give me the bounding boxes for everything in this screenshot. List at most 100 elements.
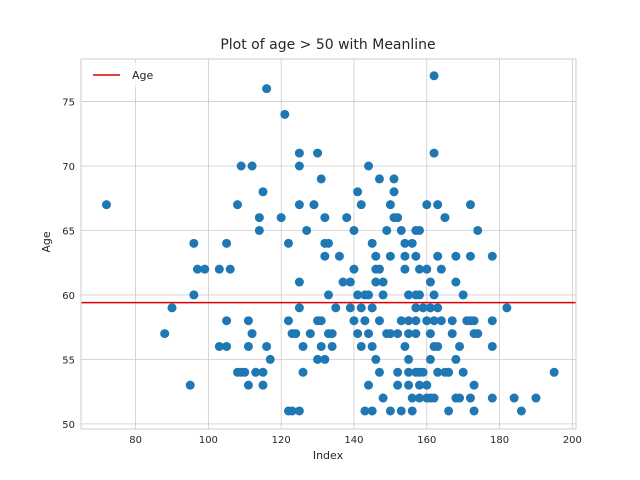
data-point [425, 277, 435, 287]
data-point [469, 316, 479, 326]
data-point [367, 406, 377, 416]
plot-frame [80, 58, 577, 430]
data-point [374, 174, 384, 184]
data-point [367, 303, 377, 313]
data-point [338, 277, 348, 287]
data-points [101, 71, 559, 416]
data-point [374, 367, 384, 377]
y-axis-title: Age [40, 231, 53, 253]
data-point [433, 341, 443, 351]
data-point [418, 303, 428, 313]
data-point [283, 238, 293, 248]
data-point [433, 303, 443, 313]
data-point [320, 213, 330, 223]
y-tick-label: 70 [62, 162, 75, 173]
data-point [411, 316, 421, 326]
data-point [433, 251, 443, 261]
data-point [262, 341, 272, 351]
data-point [345, 277, 355, 287]
data-point [465, 393, 475, 403]
y-tick-label: 60 [62, 291, 75, 302]
data-point [302, 225, 312, 235]
data-point [364, 380, 374, 390]
data-point [316, 316, 326, 326]
data-point [411, 303, 421, 313]
data-point [189, 290, 199, 300]
x-tick-label: 160 [417, 435, 436, 446]
data-point [418, 367, 428, 377]
data-point [429, 148, 439, 158]
data-point [502, 303, 512, 313]
data-point [400, 251, 410, 261]
data-point [334, 251, 344, 261]
y-tick-label: 65 [62, 226, 75, 237]
data-point [531, 393, 541, 403]
data-point [353, 329, 363, 339]
data-point [327, 329, 337, 339]
data-point [487, 251, 497, 261]
data-point [414, 393, 424, 403]
data-point [404, 316, 414, 326]
data-point [374, 316, 384, 326]
x-tick-label: 180 [490, 435, 509, 446]
data-point [356, 341, 366, 351]
data-point [444, 367, 454, 377]
data-point [407, 406, 417, 416]
data-point [247, 161, 257, 171]
data-point [404, 290, 414, 300]
data-point [236, 161, 246, 171]
data-point [342, 213, 352, 223]
data-point [374, 264, 384, 274]
data-point [393, 213, 403, 223]
data-point [324, 290, 333, 300]
data-point [469, 406, 479, 416]
data-point [404, 380, 414, 390]
data-point [283, 316, 293, 326]
data-point [393, 380, 403, 390]
data-point [389, 187, 399, 197]
y-tick-label: 75 [62, 98, 75, 109]
data-point [469, 380, 479, 390]
data-point [364, 290, 374, 300]
data-point [382, 225, 392, 235]
data-point [258, 187, 268, 197]
data-point [400, 341, 410, 351]
x-tick-label: 200 [563, 435, 582, 446]
data-point [425, 303, 435, 313]
data-point [396, 225, 406, 235]
data-point [385, 251, 395, 261]
data-point [451, 251, 461, 261]
data-point [309, 200, 319, 210]
data-point [364, 329, 374, 339]
chart-title: Plot of age > 50 with Meanline [220, 37, 435, 53]
data-point [425, 354, 435, 364]
data-point [378, 393, 388, 403]
x-tick-label: 120 [272, 435, 291, 446]
legend-box [86, 63, 162, 87]
data-point [385, 200, 395, 210]
data-point [414, 380, 424, 390]
data-point [225, 264, 235, 274]
legend: Age [86, 63, 162, 87]
data-point [294, 303, 304, 313]
x-tick-label: 80 [129, 435, 142, 446]
data-point [447, 329, 457, 339]
y-tick-label: 50 [62, 420, 75, 431]
data-point [393, 367, 403, 377]
data-point [429, 290, 439, 300]
data-point [345, 303, 355, 313]
data-point [353, 187, 363, 197]
data-point [101, 200, 111, 210]
data-point [356, 200, 366, 210]
data-point [349, 225, 359, 235]
data-point [447, 316, 457, 326]
data-point [298, 367, 308, 377]
data-point [414, 264, 424, 274]
data-point [407, 238, 417, 248]
data-point [455, 393, 465, 403]
data-point [258, 367, 268, 377]
data-point [294, 406, 304, 416]
data-point [389, 174, 399, 184]
data-point [458, 290, 468, 300]
data-point [407, 393, 417, 403]
